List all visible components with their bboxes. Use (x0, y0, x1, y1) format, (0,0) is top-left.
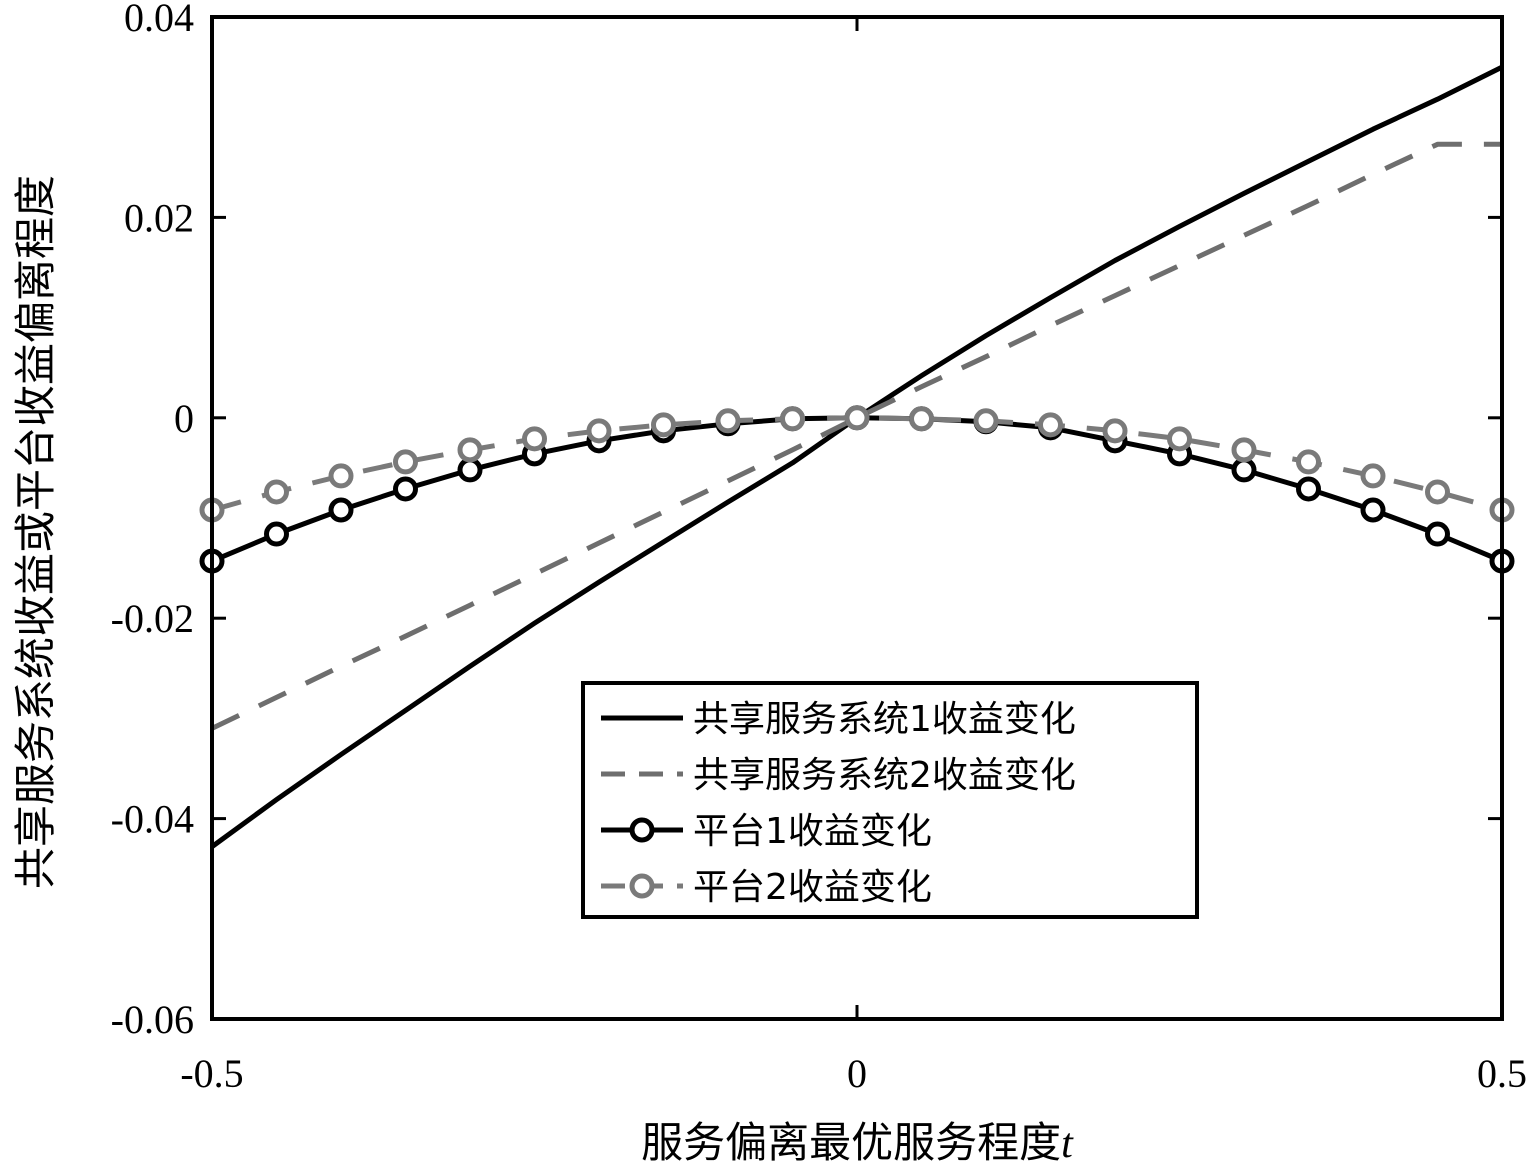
series-3-point (328, 497, 354, 523)
y-tick-label: -0.06 (111, 997, 194, 1042)
tick-labels: -0.06 -0.04 -0.02 0 0.02 0.04 -0.5 0 0.5 (111, 0, 1527, 1096)
y-tick-label: -0.04 (111, 797, 194, 842)
series-4-point (1296, 449, 1321, 475)
series-3-point (393, 476, 418, 502)
series-4-point (522, 426, 547, 452)
series-3-point (1360, 497, 1386, 523)
series-4-point (844, 405, 870, 431)
series-4-point (909, 406, 934, 432)
series-3-point (1296, 476, 1321, 502)
series-4-point (1038, 412, 1063, 438)
legend-marker-4 (629, 873, 655, 899)
series-4-point (780, 406, 805, 432)
series-3-point (264, 521, 289, 547)
series-4-point (1425, 479, 1450, 505)
legend-label-4: 平台2收益变化 (693, 867, 932, 908)
y-tick-label: 0 (174, 396, 194, 441)
series-4-point (651, 412, 676, 438)
x-axis-title-text: 服务偏离最优服务程度 (641, 1118, 1061, 1167)
series-3-point (457, 457, 483, 483)
series-3-point (1231, 457, 1257, 483)
y-tick-label: 0.02 (124, 195, 194, 240)
legend-label-3: 平台1收益变化 (693, 811, 932, 852)
ticks-layer (210, 15, 1504, 1021)
series-4-point (973, 408, 999, 434)
series-4-point (328, 463, 354, 489)
y-axis-title: 共享服务系统收益或平台收益偏离程度 (11, 175, 60, 889)
series-4-point (586, 418, 612, 444)
x-tick-label: -0.5 (180, 1051, 243, 1096)
legend-label-2: 共享服务系统2收益变化 (693, 755, 1076, 796)
x-axis-variable: t (1061, 1121, 1074, 1167)
series-4-point (1102, 418, 1128, 444)
series-4-point (457, 437, 483, 463)
y-tick-label: -0.02 (111, 596, 194, 641)
series-layer (199, 64, 1515, 849)
legend-label-1: 共享服务系统1收益变化 (693, 699, 1076, 740)
series-4-point (393, 449, 418, 475)
series-4-point (1167, 426, 1192, 452)
legend-marker-3 (629, 817, 655, 843)
x-axis-title: 服务偏离最优服务程度t (641, 1118, 1074, 1167)
series-4-point (264, 479, 289, 505)
x-tick-label: 0 (847, 1051, 867, 1096)
series-line-2 (210, 141, 1502, 731)
y-tick-label: 0.04 (124, 0, 194, 40)
x-tick-label: 0.5 (1477, 1051, 1527, 1096)
legend-box (581, 681, 1199, 919)
series-4-point (715, 408, 741, 434)
series-4-point (1360, 463, 1386, 489)
series-4-point (1231, 437, 1257, 463)
series-3-point (1425, 521, 1450, 547)
